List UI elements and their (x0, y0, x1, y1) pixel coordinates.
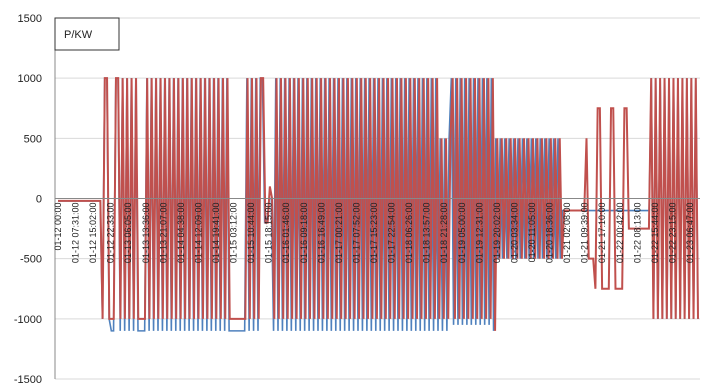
x-tick-labels: 01-12 00:00 01-12 07:31:00 01-12 15:02:00 0… (53, 203, 695, 264)
x-tick-label: 01-16 09:18:00 (299, 203, 309, 264)
x-tick-label: 01-16 01:46:00 (281, 203, 291, 264)
x-tick-label: 01-17 07:52:00 (351, 203, 361, 264)
x-tick-label: 01-23 06:47:00 (685, 203, 695, 264)
x-tick-label: 01-19 20:02:00 (492, 203, 502, 264)
x-tick-label: 01-20 03:34:00 (509, 203, 519, 264)
x-tick-label: 01-21 09:39:00 (580, 203, 590, 264)
x-tick-label: 01-19 05:00:00 (457, 203, 467, 264)
x-tick-label: 01-12 22:33:00 (106, 203, 116, 264)
x-tick-label: 01-12 00:00 (53, 203, 63, 251)
x-tick-label: 01-17 15:23:00 (369, 203, 379, 264)
x-tick-label: 01-22 00:42:00 (615, 203, 625, 264)
x-tick-label: 01-20 18:36:00 (545, 203, 555, 264)
x-tick-label: 01-18 06:26:00 (404, 203, 414, 264)
unit-label: P/KW (64, 29, 93, 41)
y-tick-label: 1000 (18, 73, 42, 85)
y-tick-label: 1500 (18, 13, 42, 25)
x-tick-label: 01-12 15:02:00 (88, 203, 98, 264)
legend-box: P/KW (54, 17, 120, 51)
y-tick-label: -1500 (14, 374, 42, 385)
x-tick-label: 01-22 23:15:00 (667, 203, 677, 264)
y-tick-label: -500 (20, 254, 42, 266)
x-tick-label: 01-16 16:49:00 (316, 203, 326, 264)
y-tick-label: -1000 (14, 314, 42, 326)
legend-frame (54, 17, 120, 51)
x-tick-label: 01-22 08:13:00 (632, 203, 642, 264)
x-tick-label: 01-18 21:28:00 (439, 203, 449, 264)
x-tick-label: 01-15 10:44:00 (246, 203, 256, 264)
x-tick-label: 01-21 02:08:00 (562, 203, 572, 264)
x-tick-label: 01-12 07:31:00 (71, 203, 81, 264)
x-tick-label: 01-15 03:12:00 (229, 203, 239, 264)
x-tick-label: 01-13 13:36:00 (141, 203, 151, 264)
x-tick-label: 01-17 22:54:00 (387, 203, 397, 264)
x-tick-label: 01-13 21:07:00 (158, 203, 168, 264)
x-tick-label: 01-14 19:41:00 (211, 203, 221, 264)
x-tick-label: 01-17 00:21:00 (334, 203, 344, 264)
x-tick-label: 01-15 18:15:00 (264, 203, 274, 264)
y-tick-label: 0 (36, 194, 42, 206)
x-tick-label: 01-19 12:31:00 (474, 203, 484, 264)
x-tick-label: 01-14 12:09:00 (193, 203, 203, 264)
x-tick-label: 01-22 15:44:00 (650, 203, 660, 264)
x-tick-label: 01-14 04:38:00 (176, 203, 186, 264)
x-tick-label: 01-21 17:10:00 (597, 203, 607, 264)
x-tick-label: 01-13 06:05:00 (123, 203, 133, 264)
y-tick-label: 500 (24, 133, 42, 145)
x-tick-label: 01-20 11:05:00 (527, 203, 537, 263)
y-tick-labels: 1500 1000 500 0 -500 -1000 -1500 (14, 13, 42, 385)
x-tick-label: 01-18 13:57:00 (422, 203, 432, 264)
